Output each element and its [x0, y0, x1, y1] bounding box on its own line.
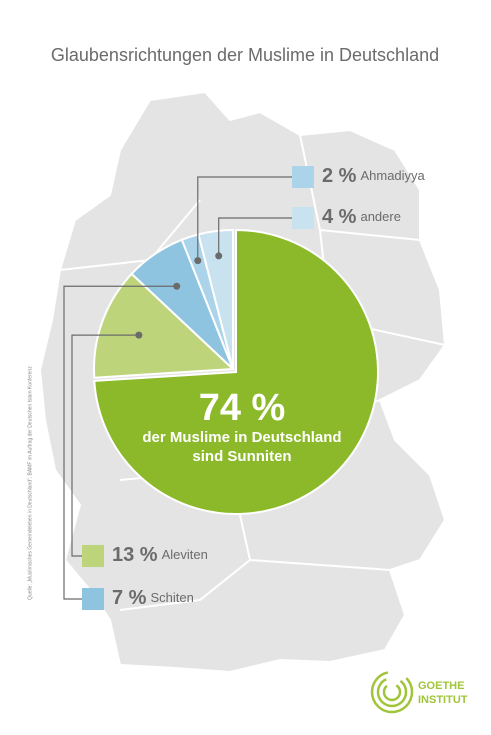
- legend-value: 2 %: [322, 165, 357, 187]
- legend-value: 7 %: [112, 587, 147, 609]
- category-label: der Muslime in Deutschland sind Sunniten: [142, 429, 342, 465]
- leader-dot: [215, 252, 223, 260]
- legend-swatch: [292, 207, 314, 229]
- logo-text: GOETHE: [418, 680, 464, 692]
- logo-text: INSTITUT: [418, 694, 468, 706]
- legend-swatch: [292, 166, 314, 188]
- legend-label: Schiten: [150, 590, 193, 605]
- leader-dot: [135, 331, 143, 339]
- leader-dot: [173, 282, 181, 290]
- logo-ring: [382, 682, 402, 702]
- source-note: Quelle: „Muslimisches Gemeindeleben in D…: [27, 366, 33, 600]
- pie-slice: [93, 228, 379, 515]
- value-label: 74 %: [199, 387, 286, 429]
- pie-slice: [197, 228, 234, 370]
- legend-swatch: [82, 588, 104, 610]
- legend-label: Ahmadiyya: [360, 168, 425, 183]
- legend-entry: 13 % Aleviten: [112, 544, 208, 566]
- legend-label: Aleviten: [162, 547, 208, 562]
- legend-value: 4 %: [322, 206, 357, 228]
- logo-ring: [370, 670, 414, 714]
- category-label-box: der Muslime in Deutschland sind Sunniten: [142, 429, 342, 465]
- legend-entry: 2 % Ahmadiyya: [322, 165, 426, 187]
- legend-swatch: [82, 545, 104, 567]
- legend-value: 13 %: [112, 544, 158, 566]
- pie: 74 %der Muslime in Deutschland sind Sunn…: [93, 228, 379, 515]
- leader-line: [71, 334, 139, 557]
- chart-title: Glaubensrichtungen der Muslime in Deutsc…: [51, 45, 439, 65]
- logo: GOETHE INSTITUT: [370, 670, 468, 714]
- legend-label: andere: [360, 209, 400, 224]
- leader-dot: [194, 257, 202, 265]
- leader-line: [197, 176, 292, 261]
- pie-slice: [93, 272, 236, 379]
- logo-ring: [376, 676, 408, 708]
- legend-entry: 4 % andere: [322, 206, 401, 228]
- legend-entry: 7 % Schiten: [112, 587, 194, 609]
- leader-line: [63, 285, 177, 600]
- leader-line: [218, 217, 292, 256]
